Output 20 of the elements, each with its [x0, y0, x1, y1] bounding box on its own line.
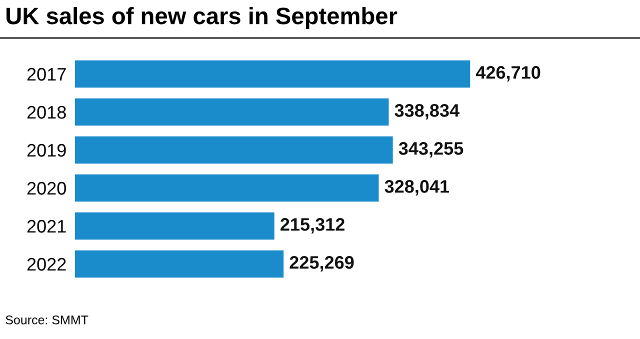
data-label: 343,255 — [398, 142, 464, 158]
chart-title: UK sales of new cars in September — [6, 6, 398, 30]
bar — [75, 212, 274, 240]
data-label: 215,312 — [280, 218, 344, 234]
y-tick-label: 2019 — [27, 144, 66, 157]
y-tick-label: 2022 — [27, 258, 66, 271]
data-label: 426,710 — [476, 66, 540, 82]
y-tick-label: 2021 — [27, 220, 66, 233]
bar — [75, 60, 470, 88]
data-label: 328,041 — [384, 180, 450, 196]
source-note: Source: SMMT — [6, 316, 88, 324]
y-tick-label: 2018 — [27, 106, 66, 119]
bar — [75, 174, 379, 202]
y-tick-label: 2017 — [27, 68, 66, 81]
bar — [75, 136, 393, 164]
y-tick-label: 2020 — [27, 182, 66, 195]
bar — [75, 250, 284, 278]
data-label: 225,269 — [290, 256, 354, 272]
data-label: 338,834 — [394, 104, 460, 120]
bar — [75, 98, 389, 126]
